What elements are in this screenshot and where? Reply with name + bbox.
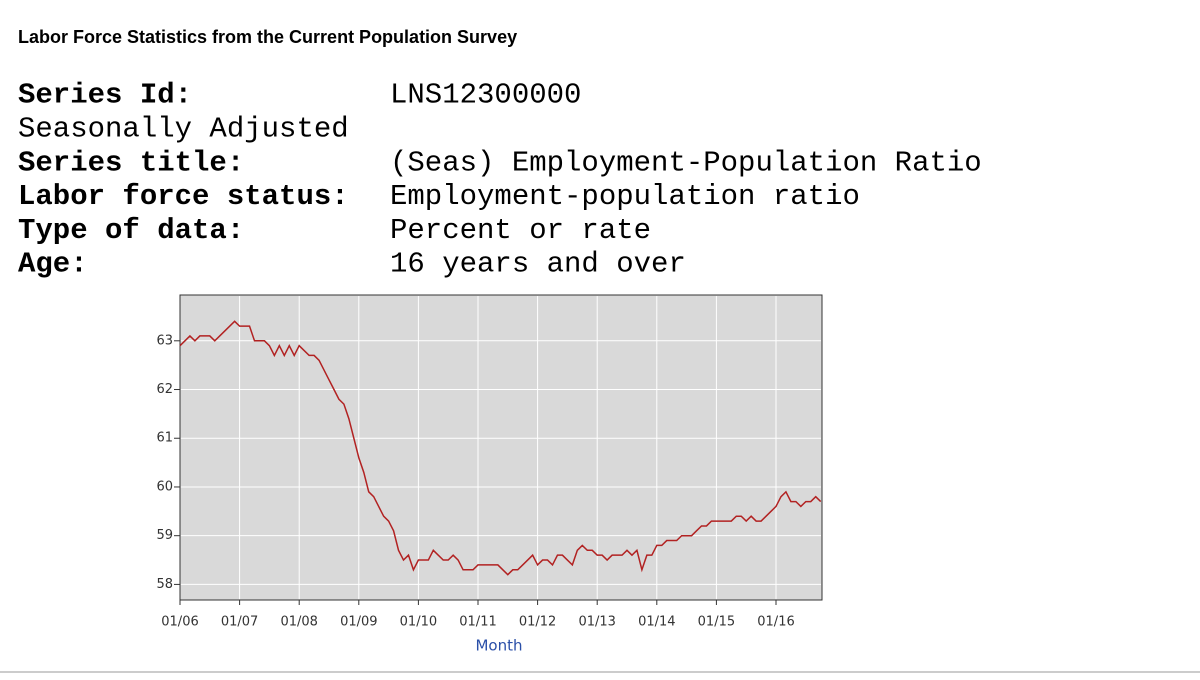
y-tick-label: 63 — [156, 333, 173, 348]
y-tick-label: 60 — [156, 479, 173, 494]
chart: 01/06 01/07 01/08 01/09 01/10 01/11 01/12 01/13… — [156, 296, 822, 630]
field-value: 16 years and over — [390, 248, 686, 281]
y-tick-label: 61 — [156, 431, 173, 446]
x-tick-label: 01/06 — [161, 615, 198, 630]
field-value: LNS12300000 — [390, 79, 581, 112]
field-label: Seasonally Adjusted — [18, 112, 349, 145]
page-title: Labor Force Statistics from the Current … — [18, 27, 517, 47]
field-label: Type of data: — [18, 214, 244, 247]
x-tick-label: 01/08 — [280, 615, 317, 630]
field-label: Series Id: — [18, 79, 192, 112]
y-tick-label: 58 — [156, 577, 173, 592]
x-tick-label: 01/12 — [519, 615, 556, 630]
y-tick-label: 59 — [156, 528, 173, 543]
data-line — [179, 320, 822, 576]
field-value: Employment-population ratio — [390, 180, 860, 213]
field-label: Age: — [18, 248, 88, 281]
x-tick-label: 01/16 — [757, 615, 794, 630]
plot-area — [179, 294, 823, 601]
x-tick-label: 01/13 — [578, 615, 615, 630]
x-axis-label: Month — [475, 637, 522, 655]
x-tick-label: 01/14 — [638, 615, 675, 630]
x-tick-label: 01/07 — [221, 615, 258, 630]
x-tick-label: 01/15 — [698, 615, 735, 630]
y-tick-label: 62 — [156, 382, 173, 397]
field-label: Labor force status: — [18, 180, 349, 213]
x-tick-label: 01/11 — [459, 615, 496, 630]
field-label: Series title: — [18, 146, 244, 179]
series-info: Series Id: LNS12300000 Seasonally Adjusted… — [18, 79, 982, 281]
x-tick-label: 01/10 — [400, 615, 437, 630]
field-value: (Seas) Employment-Population Ratio — [390, 146, 982, 179]
field-value: Percent or rate — [390, 214, 651, 247]
x-tick-label: 01/09 — [340, 615, 377, 630]
